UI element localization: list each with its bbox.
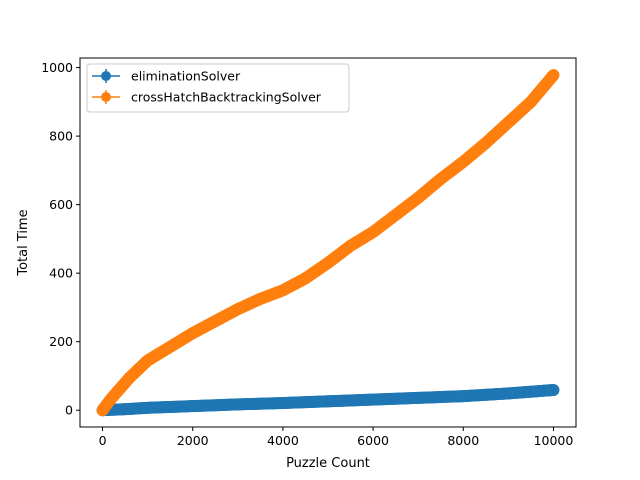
y-tick-label: 1000 [41, 60, 73, 75]
y-tick-label: 200 [49, 334, 73, 349]
y-tick-label: 800 [49, 129, 73, 144]
legend-label: crossHatchBacktrackingSolver [131, 90, 322, 105]
legend-marker [101, 71, 111, 81]
x-tick-label: 10000 [534, 433, 574, 448]
x-axis-label: Puzzle Count [286, 456, 370, 471]
y-tick-label: 400 [49, 266, 73, 281]
legend: eliminationSolver crossHatchBacktrackingS… [86, 63, 350, 113]
x-tick-label: 4000 [267, 433, 299, 448]
y-tick-label: 600 [49, 197, 73, 212]
legend-entry: crossHatchBacktrackingSolver [92, 90, 322, 105]
x-tick-label: 8000 [447, 433, 479, 448]
y-tick-label: 0 [65, 403, 73, 418]
axes-frame [79, 57, 577, 428]
x-tick-label: 0 [99, 433, 107, 448]
x-tick-label: 2000 [177, 433, 209, 448]
axis-ticks: 0 2000 4000 6000 8000 10000 0 200 400 600 800 1000 [41, 60, 573, 448]
y-axis-label: Total Time [16, 209, 31, 276]
legend-frame [86, 63, 350, 113]
x-tick-label: 6000 [357, 433, 389, 448]
legend-label: eliminationSolver [131, 69, 241, 84]
plot-area [96, 69, 560, 417]
legend-entry: eliminationSolver [92, 69, 241, 84]
series-crossHatchBacktrackingSolver [96, 69, 560, 417]
legend-marker [101, 92, 111, 102]
